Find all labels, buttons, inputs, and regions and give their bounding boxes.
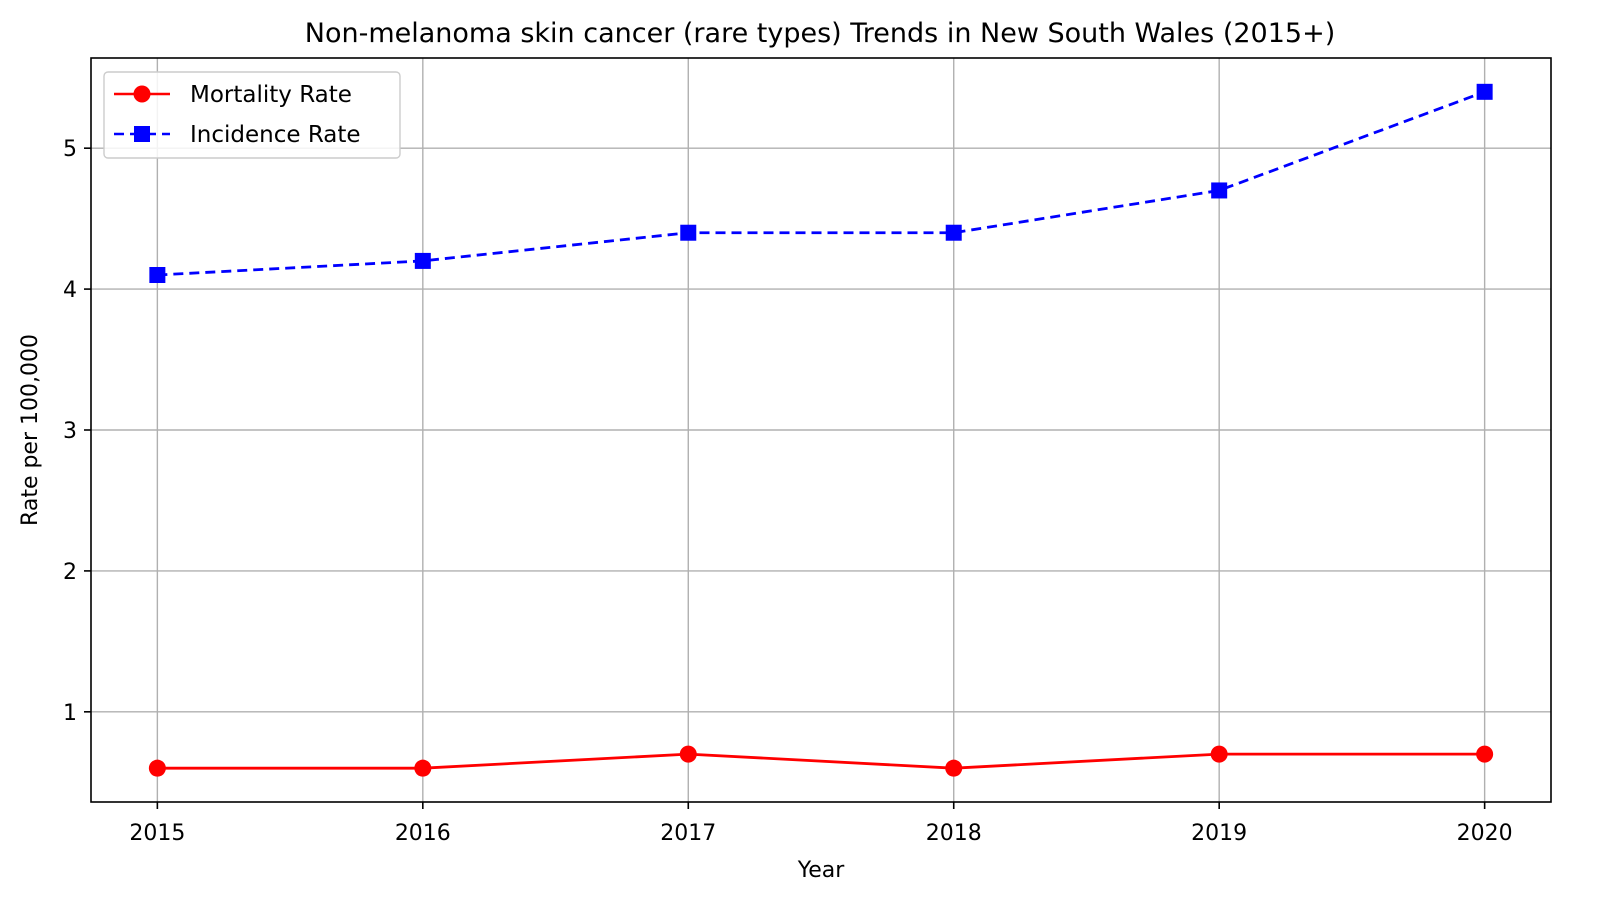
ticks-layer: 2015 2016 2017 2018 2019 2020 1 2 3 4 5 <box>63 137 1513 846</box>
y-axis-label: Rate per 100,000 <box>18 334 43 526</box>
legend-mortality-marker <box>133 85 151 103</box>
mortality-data-point <box>414 759 432 777</box>
chart-title: Non-melanoma skin cancer (rare types) Tr… <box>305 18 1335 49</box>
legend-incidence-marker <box>134 126 150 142</box>
y-tick-label: 1 <box>63 701 77 726</box>
x-axis-label: Year <box>797 858 846 883</box>
mortality-series-line <box>157 752 1485 770</box>
legend-label-mortality: Mortality Rate <box>190 82 352 108</box>
series-layer <box>148 83 1494 777</box>
incidence-data-point <box>414 252 431 269</box>
x-tick-label: 2016 <box>395 821 451 846</box>
legend-box <box>103 71 401 159</box>
x-tick-label: 2019 <box>1191 821 1247 846</box>
incidence-data-point <box>149 267 166 283</box>
y-tick-label: 3 <box>63 419 77 444</box>
mortality-data-point <box>1476 745 1494 763</box>
x-tick-label: 2015 <box>129 821 185 846</box>
y-tick-label: 5 <box>63 137 77 162</box>
mortality-data-point <box>1210 745 1228 763</box>
incidence-data-point <box>1476 83 1493 100</box>
incidence-series-line <box>157 90 1486 277</box>
x-tick-label: 2020 <box>1457 821 1513 846</box>
legend: Mortality Rate Incidence Rate <box>103 71 401 159</box>
x-tick-label: 2018 <box>926 821 982 846</box>
incidence-data-point <box>680 224 697 241</box>
mortality-data-point <box>945 759 963 777</box>
incidence-data-point <box>945 224 962 241</box>
legend-label-incidence: Incidence Rate <box>190 122 361 148</box>
grid-layer <box>91 58 1551 802</box>
y-tick-label: 4 <box>63 278 77 303</box>
incidence-data-point <box>1211 182 1228 199</box>
x-tick-label: 2017 <box>660 821 716 846</box>
y-tick-label: 2 <box>63 560 77 585</box>
mortality-data-point <box>679 745 697 763</box>
mortality-data-point <box>148 759 166 777</box>
